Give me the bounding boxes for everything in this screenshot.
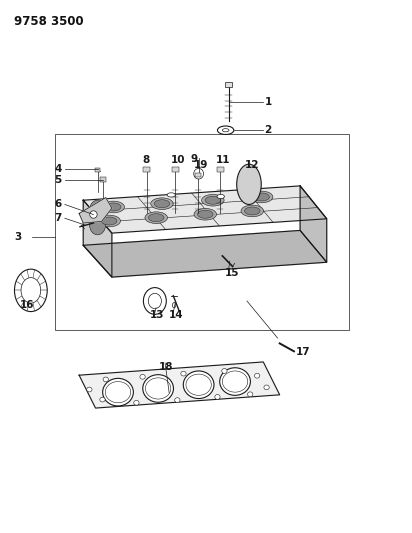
Ellipse shape <box>101 217 117 225</box>
Ellipse shape <box>100 397 105 402</box>
Ellipse shape <box>197 211 213 218</box>
Ellipse shape <box>14 269 47 312</box>
Ellipse shape <box>87 387 92 392</box>
Ellipse shape <box>236 164 261 205</box>
Ellipse shape <box>167 193 176 197</box>
Bar <box>100 177 106 182</box>
Polygon shape <box>83 200 112 277</box>
Text: 14: 14 <box>169 310 184 320</box>
Text: 7: 7 <box>54 213 62 223</box>
Ellipse shape <box>264 385 269 390</box>
Ellipse shape <box>143 288 166 314</box>
Ellipse shape <box>143 375 173 402</box>
Ellipse shape <box>134 400 139 405</box>
Ellipse shape <box>98 215 120 227</box>
Polygon shape <box>300 186 327 262</box>
Ellipse shape <box>21 278 41 303</box>
Ellipse shape <box>173 303 176 308</box>
Text: 3: 3 <box>14 232 22 243</box>
Bar <box>194 173 201 177</box>
Text: 2: 2 <box>265 125 272 135</box>
Ellipse shape <box>248 392 253 397</box>
Text: 1: 1 <box>265 97 272 107</box>
Text: 6: 6 <box>54 199 62 209</box>
Ellipse shape <box>215 394 220 399</box>
Ellipse shape <box>145 378 171 399</box>
Ellipse shape <box>254 193 269 201</box>
Ellipse shape <box>103 378 133 406</box>
Ellipse shape <box>244 207 260 215</box>
Polygon shape <box>79 362 280 408</box>
Bar <box>54 134 349 330</box>
Polygon shape <box>83 230 327 277</box>
Ellipse shape <box>145 212 167 223</box>
Text: 10: 10 <box>171 155 186 165</box>
Ellipse shape <box>102 201 124 213</box>
Text: 17: 17 <box>296 348 311 358</box>
Ellipse shape <box>105 203 121 211</box>
Ellipse shape <box>89 214 106 235</box>
Ellipse shape <box>218 126 234 134</box>
Text: 8: 8 <box>143 155 150 165</box>
Text: 13: 13 <box>150 310 164 320</box>
Ellipse shape <box>194 168 204 179</box>
Bar <box>217 167 224 172</box>
Ellipse shape <box>205 196 221 204</box>
Ellipse shape <box>222 368 227 373</box>
Ellipse shape <box>181 371 186 376</box>
Ellipse shape <box>250 191 273 203</box>
Ellipse shape <box>103 377 108 382</box>
Ellipse shape <box>148 214 164 222</box>
Ellipse shape <box>222 371 248 392</box>
Ellipse shape <box>255 373 260 378</box>
Ellipse shape <box>175 398 180 402</box>
Ellipse shape <box>154 200 170 208</box>
Polygon shape <box>79 198 112 223</box>
Ellipse shape <box>140 374 145 379</box>
Bar <box>143 167 150 172</box>
Text: 9758 3500: 9758 3500 <box>14 14 83 28</box>
Ellipse shape <box>194 208 216 220</box>
Bar <box>225 82 232 87</box>
Ellipse shape <box>220 368 250 395</box>
Polygon shape <box>83 186 327 233</box>
Text: 18: 18 <box>159 362 173 372</box>
Bar <box>95 168 100 172</box>
Text: 4: 4 <box>54 165 62 174</box>
Ellipse shape <box>241 205 264 217</box>
Text: 12: 12 <box>245 160 260 169</box>
Ellipse shape <box>186 374 211 395</box>
Text: 11: 11 <box>216 155 231 165</box>
Text: 16: 16 <box>19 300 34 310</box>
Text: 9: 9 <box>190 155 198 164</box>
Bar <box>172 167 178 172</box>
Ellipse shape <box>201 195 224 206</box>
Ellipse shape <box>151 198 173 209</box>
Ellipse shape <box>89 200 106 221</box>
Ellipse shape <box>217 195 225 199</box>
Text: 19: 19 <box>194 160 208 170</box>
Ellipse shape <box>222 128 229 132</box>
Text: 15: 15 <box>225 268 239 278</box>
Ellipse shape <box>183 371 214 399</box>
Text: 5: 5 <box>54 175 62 185</box>
Ellipse shape <box>148 293 162 309</box>
Ellipse shape <box>90 211 97 218</box>
Ellipse shape <box>105 382 131 403</box>
